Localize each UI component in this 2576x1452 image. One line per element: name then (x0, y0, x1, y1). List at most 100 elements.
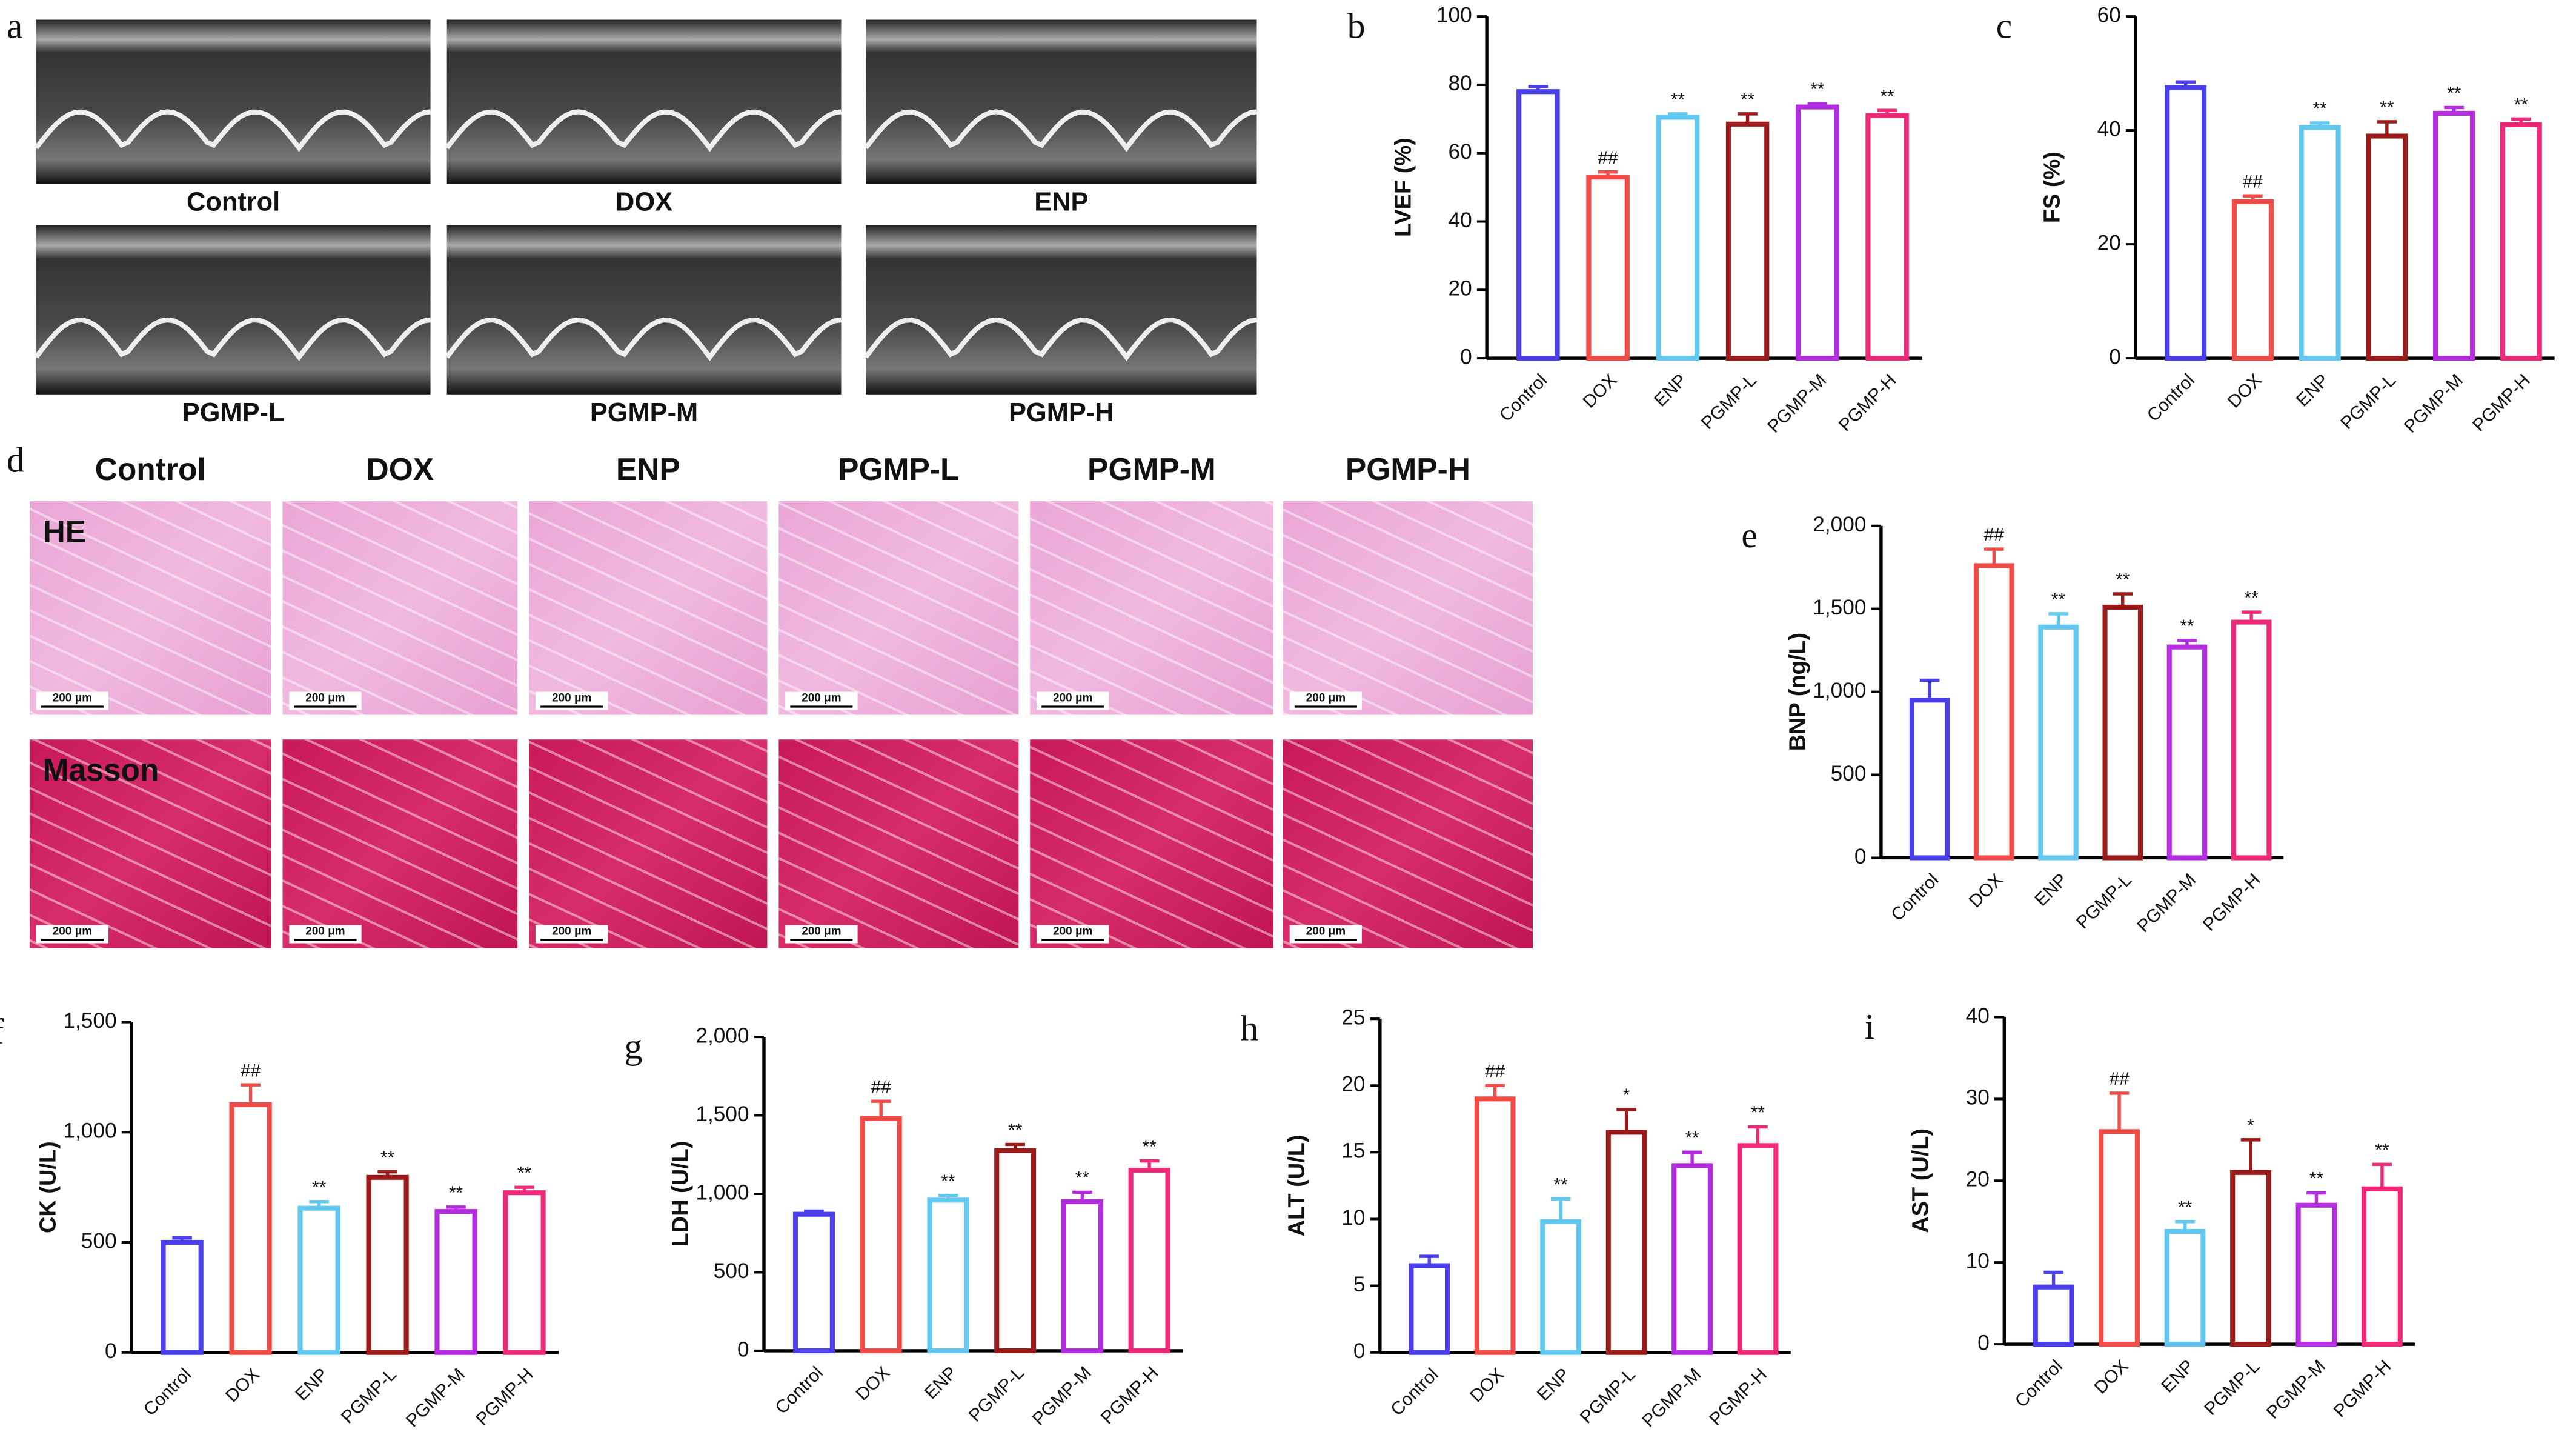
x-tick-label: PGMP-M (2133, 870, 2200, 936)
x-tick-label: PGMP-L (2337, 370, 2400, 433)
column-header: Control (95, 451, 206, 487)
x-tick-label: ENP (2031, 870, 2071, 910)
scale-label: 200 μm (305, 925, 345, 938)
bar (297, 1205, 340, 1355)
echo-image (36, 225, 431, 395)
x-tick-label: Control (2143, 370, 2199, 425)
scale-label: 200 μm (53, 691, 92, 704)
x-tick-label: PGMP-H (2469, 370, 2534, 436)
x-tick-label: PGMP-M (1764, 370, 1830, 437)
panel-letter: e (1741, 515, 1757, 555)
y-tick-label: 60 (1448, 140, 1472, 164)
significance-label: ** (941, 1171, 955, 1191)
bar (1128, 1168, 1170, 1354)
x-tick-label: PGMP-H (472, 1364, 537, 1430)
y-axis-label: LDH (U/L) (668, 1141, 693, 1247)
bar (366, 1174, 409, 1355)
x-tick-label: PGMP-H (1705, 1364, 1771, 1430)
bar (2038, 624, 2079, 861)
significance-label: ** (1671, 90, 1685, 110)
bar (2102, 604, 2143, 861)
column-header: DOX (367, 451, 434, 487)
significance-label: ## (2243, 172, 2263, 191)
x-tick-label: DOX (2224, 370, 2266, 412)
y-tick-label: 500 (714, 1259, 749, 1283)
x-tick-label: ENP (2292, 370, 2333, 411)
bar (792, 1211, 835, 1354)
bar (1737, 1143, 1779, 1355)
significance-label: ** (1751, 1103, 1765, 1123)
x-tick-label: PGMP-H (1097, 1363, 1163, 1428)
bar (229, 1102, 272, 1355)
x-tick-label: PGMP-H (1835, 370, 1900, 436)
panel-letter: i (1865, 1007, 1875, 1047)
bar (1796, 104, 1839, 361)
significance-label: ## (1984, 525, 2005, 545)
image-label: PGMP-L (182, 398, 285, 427)
bar (1474, 1096, 1516, 1355)
scale-label: 200 μm (802, 691, 841, 704)
y-tick-label: 30 (1966, 1086, 1990, 1110)
echo-trace (445, 317, 842, 361)
echo-image (866, 225, 1257, 395)
y-tick-label: 20 (1448, 277, 1472, 301)
histology-texture (778, 501, 1019, 715)
x-tick-label: Control (1887, 870, 1942, 925)
significance-label: ** (380, 1148, 395, 1168)
panel-letter: b (1347, 5, 1366, 45)
echo-image (866, 19, 1257, 184)
x-tick-label: DOX (1579, 370, 1621, 412)
bar (1516, 89, 1560, 361)
bar (1725, 121, 1770, 361)
histology-texture (778, 739, 1019, 948)
bar (2231, 199, 2274, 361)
significance-label: ** (1741, 90, 1755, 110)
scale-label: 200 μm (552, 691, 591, 704)
echo-trace (863, 109, 1258, 152)
y-tick-label: 2,000 (695, 1024, 749, 1047)
x-tick-label: PGMP-L (2200, 1356, 2263, 1419)
x-tick-label: PGMP-L (2073, 870, 2136, 933)
histology-texture (1283, 739, 1533, 948)
histology-texture (282, 739, 518, 948)
histology-texture (1030, 501, 1273, 715)
scale-label: 200 μm (1306, 925, 1346, 938)
y-tick-label: 15 (1341, 1139, 1365, 1163)
y-tick-label: 40 (1966, 1004, 1990, 1028)
x-tick-label: PGMP-L (337, 1364, 400, 1427)
x-tick-label: Control (772, 1363, 827, 1418)
y-tick-label: 60 (2097, 3, 2121, 27)
y-axis-label: BNP (ng/L) (1785, 633, 1810, 751)
y-tick-label: 500 (81, 1229, 117, 1253)
significance-label: ** (1142, 1137, 1157, 1157)
significance-label: ** (2380, 98, 2394, 118)
histology-texture (29, 739, 271, 948)
y-tick-label: 2,000 (1813, 513, 1866, 536)
significance-label: ## (1485, 1061, 1505, 1081)
x-tick-label: PGMP-M (2400, 370, 2467, 437)
x-tick-label: PGMP-L (965, 1363, 1028, 1426)
scale-label: 200 μm (1306, 691, 1346, 704)
significance-label: ** (2116, 570, 2130, 590)
column-header: PGMP-H (1346, 451, 1470, 487)
x-tick-label: ENP (1650, 370, 1691, 411)
significance-label: ## (2110, 1069, 2130, 1089)
image-label: ENP (1034, 188, 1088, 217)
panel-letter: a (7, 5, 22, 45)
significance-label: ** (2178, 1197, 2193, 1217)
x-tick-label: PGMP-M (402, 1364, 469, 1431)
x-tick-label: PGMP-M (1638, 1364, 1705, 1431)
y-tick-label: 1,000 (63, 1119, 116, 1143)
image-label: Control (187, 188, 280, 217)
x-tick-label: PGMP-H (2330, 1356, 2395, 1422)
x-tick-label: PGMP-M (1029, 1363, 1095, 1430)
y-axis-label: AST (U/L) (1908, 1128, 1934, 1233)
significance-label: ** (2051, 590, 2066, 610)
y-axis-label: LVEF (%) (1391, 138, 1416, 237)
x-tick-label: DOX (1965, 870, 2007, 911)
histology-texture (282, 501, 518, 715)
y-tick-label: 10 (1341, 1206, 1365, 1230)
echo-trace (445, 109, 842, 152)
y-tick-label: 20 (2097, 231, 2121, 255)
